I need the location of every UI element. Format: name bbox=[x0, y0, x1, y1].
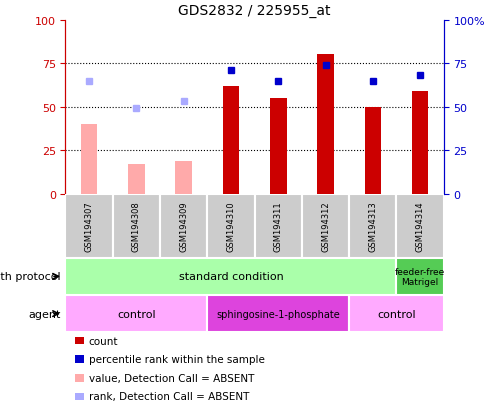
Bar bbox=[65, 258, 395, 295]
Text: sphingosine-1-phosphate: sphingosine-1-phosphate bbox=[216, 309, 339, 319]
Text: GSM194307: GSM194307 bbox=[84, 201, 93, 252]
Bar bbox=[395, 258, 443, 295]
Text: control: control bbox=[117, 309, 155, 319]
Bar bbox=[364, 107, 380, 194]
Text: value, Detection Call = ABSENT: value, Detection Call = ABSENT bbox=[89, 373, 254, 383]
Bar bbox=[207, 295, 348, 332]
Text: feeder-free
Matrigel: feeder-free Matrigel bbox=[394, 267, 444, 286]
Bar bbox=[65, 194, 112, 258]
Bar bbox=[160, 194, 207, 258]
Text: GSM194308: GSM194308 bbox=[132, 201, 141, 252]
Bar bbox=[301, 194, 348, 258]
Bar bbox=[395, 194, 443, 258]
Bar bbox=[128, 165, 144, 194]
Text: growth protocol: growth protocol bbox=[0, 272, 60, 282]
Bar bbox=[411, 92, 427, 194]
Text: GSM194310: GSM194310 bbox=[226, 201, 235, 252]
Bar bbox=[270, 99, 286, 194]
Text: GSM194312: GSM194312 bbox=[320, 201, 330, 252]
Text: GSM194311: GSM194311 bbox=[273, 201, 282, 252]
Bar bbox=[81, 125, 97, 194]
Text: GSM194313: GSM194313 bbox=[367, 201, 377, 252]
Text: control: control bbox=[377, 309, 415, 319]
Text: GSM194309: GSM194309 bbox=[179, 201, 188, 252]
Text: percentile rank within the sample: percentile rank within the sample bbox=[89, 354, 264, 364]
Text: agent: agent bbox=[28, 309, 61, 319]
Text: rank, Detection Call = ABSENT: rank, Detection Call = ABSENT bbox=[89, 392, 249, 401]
Title: GDS2832 / 225955_at: GDS2832 / 225955_at bbox=[178, 4, 330, 18]
Bar bbox=[207, 194, 254, 258]
Bar bbox=[348, 194, 395, 258]
Bar bbox=[348, 295, 443, 332]
Bar bbox=[254, 194, 301, 258]
Bar bbox=[112, 194, 160, 258]
Text: count: count bbox=[89, 336, 118, 346]
Bar bbox=[65, 295, 207, 332]
Text: standard condition: standard condition bbox=[178, 272, 283, 282]
Text: GSM194314: GSM194314 bbox=[415, 201, 424, 252]
Bar bbox=[222, 87, 239, 194]
Bar bbox=[317, 55, 333, 194]
Bar bbox=[175, 161, 192, 194]
